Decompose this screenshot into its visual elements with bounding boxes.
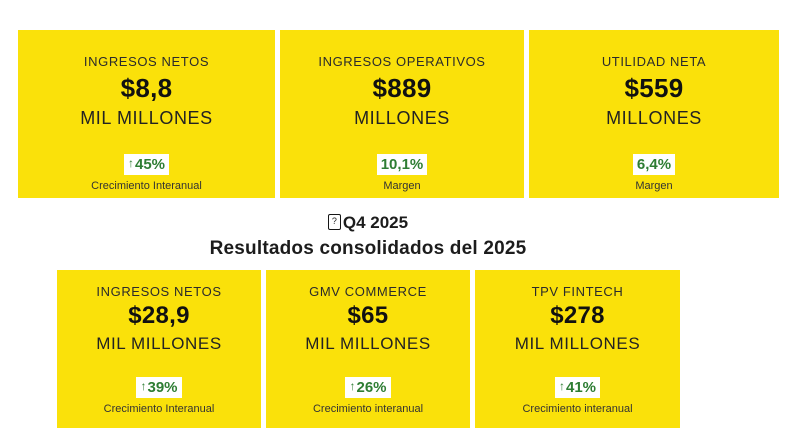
growth-badge: ↑ 41%: [554, 377, 601, 398]
kpi-card-ingresos-operativos: INGRESOS OPERATIVOS $889 MILLONES 10,1% …: [280, 30, 524, 198]
kpi-card-ingresos-netos-year: INGRESOS NETOS $28,9 MIL MILLONES ↑ 39% …: [57, 270, 261, 428]
up-arrow-icon: ↑: [558, 379, 565, 393]
section-header-title: Resultados consolidados del 2025: [209, 237, 527, 259]
growth-badge: ↑ 45%: [123, 154, 170, 175]
badge-label: Margen: [635, 180, 673, 192]
kpi-card-utilidad-neta: UTILIDAD NETA $559 MILLONES 6,4% Margen: [529, 30, 779, 198]
card-title: INGRESOS NETOS: [96, 284, 222, 299]
top-metrics-row: INGRESOS NETOS $8,8 MIL MILLONES ↑ 45% C…: [18, 30, 779, 198]
growth-badge: ↑ 39%: [136, 377, 182, 398]
card-unit: MIL MILLONES: [96, 334, 222, 353]
card-title: INGRESOS NETOS: [83, 54, 210, 69]
card-title: INGRESOS OPERATIVOS: [318, 54, 486, 69]
badge-value: 41%: [565, 379, 597, 396]
missing-glyph-icon: ?: [327, 213, 341, 230]
section-header-quarter: ? Q4 2025: [327, 212, 409, 233]
card-title: UTILIDAD NETA: [601, 54, 707, 69]
card-value: $559: [624, 73, 684, 103]
card-value: $889: [372, 73, 432, 103]
card-unit: MILLONES: [354, 108, 450, 128]
kpi-card-ingresos-netos-quarter: INGRESOS NETOS $8,8 MIL MILLONES ↑ 45% C…: [18, 30, 275, 198]
section-header: ? Q4 2025 Resultados consolidados del 20…: [0, 212, 736, 260]
card-unit: MILLONES: [606, 108, 702, 128]
kpi-card-tpv-fintech: TPV FINTECH $278 MIL MILLONES ↑ 41% Crec…: [475, 270, 680, 428]
growth-badge: ↑ 26%: [345, 377, 391, 398]
badge-label: Margen: [383, 180, 421, 192]
card-title: GMV COMMERCE: [309, 284, 427, 299]
card-unit: MIL MILLONES: [514, 334, 641, 353]
margin-badge: 10,1%: [376, 154, 428, 175]
badge-label: Crecimiento Interanual: [91, 180, 202, 192]
card-value: $28,9: [128, 302, 190, 329]
bottom-metrics-row: INGRESOS NETOS $28,9 MIL MILLONES ↑ 39% …: [57, 270, 680, 428]
card-value: $65: [347, 302, 389, 329]
badge-value: 10,1%: [380, 156, 424, 173]
badge-value: 26%: [356, 379, 387, 396]
quarter-label: Q4 2025: [342, 212, 409, 232]
card-title: TPV FINTECH: [531, 284, 624, 299]
up-arrow-icon: ↑: [127, 156, 134, 170]
badge-value: 6,4%: [636, 156, 672, 173]
margin-badge: 6,4%: [632, 154, 676, 175]
up-arrow-icon: ↑: [349, 379, 356, 393]
badge-label: Crecimiento Interanual: [103, 403, 215, 415]
badge-value: 45%: [134, 156, 166, 173]
kpi-card-gmv-commerce: GMV COMMERCE $65 MIL MILLONES ↑ 26% Crec…: [266, 270, 470, 428]
card-unit: MIL MILLONES: [80, 108, 213, 128]
badge-value: 39%: [147, 379, 178, 396]
up-arrow-icon: ↑: [140, 379, 147, 393]
card-value: $278: [550, 302, 605, 329]
badge-label: Crecimiento interanual: [522, 403, 633, 415]
card-unit: MIL MILLONES: [305, 334, 431, 353]
badge-label: Crecimiento interanual: [312, 403, 424, 415]
card-value: $8,8: [120, 73, 173, 103]
